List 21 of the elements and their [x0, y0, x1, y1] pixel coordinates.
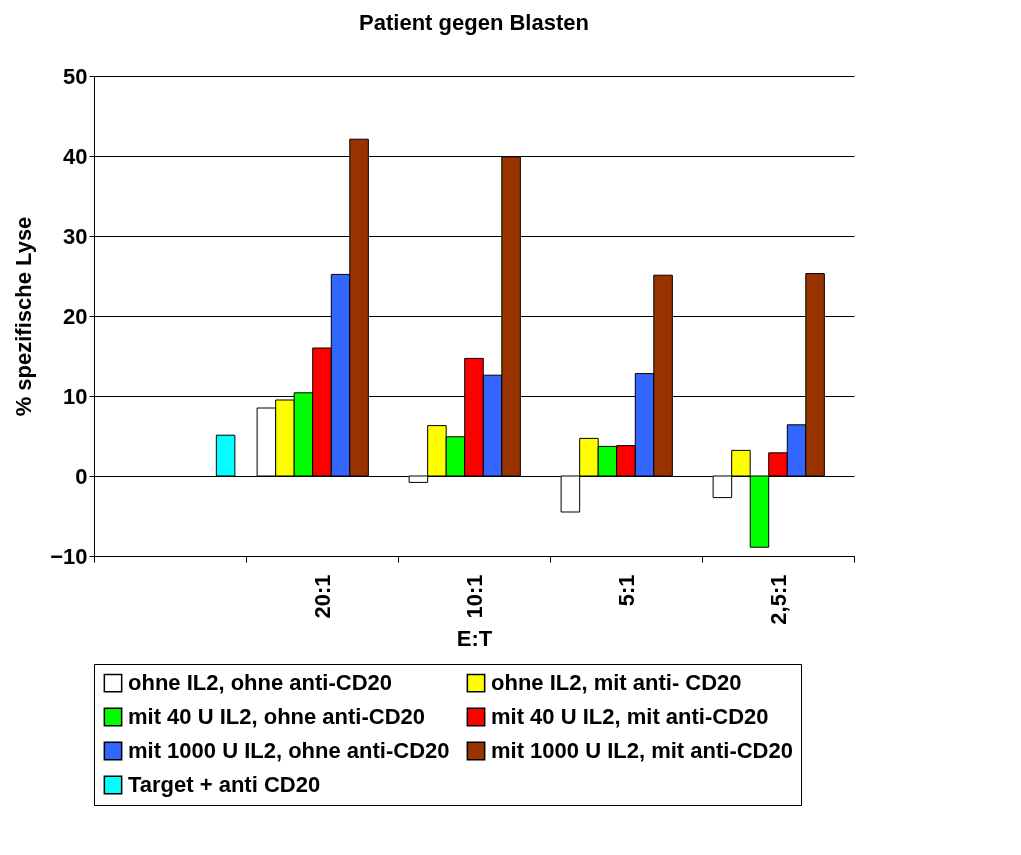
legend-label: ohne IL2, ohne anti-CD20 [128, 670, 393, 696]
y-tick-label: 30 [63, 223, 88, 249]
chart-title: Patient gegen Blasten [359, 10, 589, 35]
y-tick-label: 20 [63, 303, 88, 329]
x-axis-title: E:T [456, 625, 493, 651]
legend-label: mit 40 U IL2, mit anti-CD20 [491, 704, 769, 729]
y-tick-label: −10 [50, 543, 88, 569]
legend-label: mit 1000 U IL2, mit anti-CD20 [491, 738, 793, 763]
legend-label: ohne IL2, mit anti- CD20 [491, 670, 742, 696]
x-tick-label: 10:1 [461, 574, 487, 619]
legend-label: mit 40 U IL2, ohne anti-CD20 [128, 704, 426, 729]
x-tick-label: 20:1 [309, 574, 335, 619]
x-tick-label: 2,5:1 [765, 574, 791, 625]
y-tick-label: 50 [63, 63, 88, 89]
y-tick-label: 40 [63, 143, 88, 169]
x-tick-label: 5:1 [613, 574, 639, 607]
y-tick-label: 0 [75, 463, 88, 489]
legend-label: mit 1000 U IL2, ohne anti-CD20 [128, 738, 450, 763]
legend-label: Target + anti CD20 [128, 772, 321, 797]
y-axis-title: % spezifische Lyse [11, 216, 37, 417]
y-tick-label: 10 [63, 383, 88, 409]
